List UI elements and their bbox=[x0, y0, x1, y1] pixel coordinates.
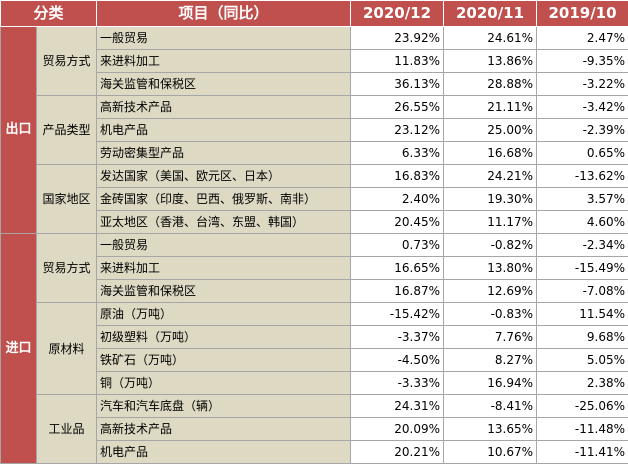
value-2020-11: 24.21% bbox=[444, 165, 537, 188]
row-item: 亚太地区（香港、台湾、东盟、韩国） bbox=[97, 211, 351, 234]
value-2020-12: 24.31% bbox=[351, 395, 444, 418]
value-2020-12: 36.13% bbox=[351, 73, 444, 96]
value-2020-12: 16.65% bbox=[351, 257, 444, 280]
header-col-2020-12: 2020/12 bbox=[351, 1, 444, 27]
value-2020-11: -0.83% bbox=[444, 303, 537, 326]
row-item: 汽车和汽车底盘（辆） bbox=[97, 395, 351, 418]
value-2020-11: 13.80% bbox=[444, 257, 537, 280]
group-label: 原材料 bbox=[37, 303, 97, 395]
value-2020-12: 2.40% bbox=[351, 188, 444, 211]
row-item: 海关监管和保税区 bbox=[97, 280, 351, 303]
value-2020-11: -0.82% bbox=[444, 234, 537, 257]
import-label: 进口 bbox=[1, 234, 37, 464]
row-item: 来进料加工 bbox=[97, 257, 351, 280]
value-2020-12: 20.45% bbox=[351, 211, 444, 234]
row-item: 机电产品 bbox=[97, 441, 351, 464]
value-2020-12: 11.83% bbox=[351, 50, 444, 73]
header-item: 项目（同比） bbox=[97, 1, 351, 27]
row-item: 来进料加工 bbox=[97, 50, 351, 73]
header-row: 分类 项目（同比） 2020/12 2020/11 2019/10 bbox=[1, 1, 628, 27]
row-item: 铜（万吨） bbox=[97, 372, 351, 395]
value-2019-10: -3.22% bbox=[537, 73, 628, 96]
value-2020-12: 23.12% bbox=[351, 119, 444, 142]
group-label: 产品类型 bbox=[37, 96, 97, 165]
row-item: 劳动密集型产品 bbox=[97, 142, 351, 165]
table-row: 原材料 原油（万吨） -15.42% -0.83% 11.54% bbox=[1, 303, 628, 326]
table-row: 工业品 汽车和汽车底盘（辆） 24.31% -8.41% -25.06% bbox=[1, 395, 628, 418]
row-item: 机电产品 bbox=[97, 119, 351, 142]
value-2020-11: 25.00% bbox=[444, 119, 537, 142]
value-2019-10: -11.41% bbox=[537, 441, 628, 464]
row-item: 发达国家（美国、欧元区、日本） bbox=[97, 165, 351, 188]
value-2020-11: 21.11% bbox=[444, 96, 537, 119]
value-2019-10: -15.49% bbox=[537, 257, 628, 280]
value-2020-11: 12.69% bbox=[444, 280, 537, 303]
value-2020-12: -3.37% bbox=[351, 326, 444, 349]
header-col-2020-11: 2020/11 bbox=[444, 1, 537, 27]
row-item: 高新技术产品 bbox=[97, 96, 351, 119]
export-label: 出口 bbox=[1, 27, 37, 234]
header-category: 分类 bbox=[1, 1, 97, 27]
row-item: 铁矿石（万吨） bbox=[97, 349, 351, 372]
value-2020-11: 16.68% bbox=[444, 142, 537, 165]
value-2020-11: 16.94% bbox=[444, 372, 537, 395]
value-2020-12: -3.33% bbox=[351, 372, 444, 395]
row-item: 一般贸易 bbox=[97, 234, 351, 257]
value-2020-11: 13.86% bbox=[444, 50, 537, 73]
value-2020-11: 24.61% bbox=[444, 27, 537, 50]
row-item: 金砖国家（印度、巴西、俄罗斯、南非） bbox=[97, 188, 351, 211]
value-2020-12: 6.33% bbox=[351, 142, 444, 165]
value-2019-10: -25.06% bbox=[537, 395, 628, 418]
group-label: 贸易方式 bbox=[37, 234, 97, 303]
row-item: 海关监管和保税区 bbox=[97, 73, 351, 96]
row-item: 一般贸易 bbox=[97, 27, 351, 50]
table-row: 出口 贸易方式 一般贸易 23.92% 24.61% 2.47% bbox=[1, 27, 628, 50]
group-label: 国家地区 bbox=[37, 165, 97, 234]
value-2019-10: -9.35% bbox=[537, 50, 628, 73]
value-2019-10: 2.47% bbox=[537, 27, 628, 50]
value-2020-12: 20.21% bbox=[351, 441, 444, 464]
value-2019-10: -3.42% bbox=[537, 96, 628, 119]
value-2019-10: 2.38% bbox=[537, 372, 628, 395]
value-2019-10: 5.05% bbox=[537, 349, 628, 372]
value-2019-10: -2.34% bbox=[537, 234, 628, 257]
value-2019-10: -11.48% bbox=[537, 418, 628, 441]
value-2020-12: 20.09% bbox=[351, 418, 444, 441]
table-row: 进口 贸易方式 一般贸易 0.73% -0.82% -2.34% bbox=[1, 234, 628, 257]
value-2020-12: 16.87% bbox=[351, 280, 444, 303]
value-2020-12: 23.92% bbox=[351, 27, 444, 50]
header-col-2019-10: 2019/10 bbox=[537, 1, 628, 27]
value-2020-12: 26.55% bbox=[351, 96, 444, 119]
value-2020-12: 0.73% bbox=[351, 234, 444, 257]
row-item: 原油（万吨） bbox=[97, 303, 351, 326]
group-label: 贸易方式 bbox=[37, 27, 97, 96]
value-2019-10: 11.54% bbox=[537, 303, 628, 326]
value-2019-10: 9.68% bbox=[537, 326, 628, 349]
table-row: 国家地区 发达国家（美国、欧元区、日本） 16.83% 24.21% -13.6… bbox=[1, 165, 628, 188]
value-2020-11: 7.76% bbox=[444, 326, 537, 349]
row-item: 高新技术产品 bbox=[97, 418, 351, 441]
table-row: 产品类型 高新技术产品 26.55% 21.11% -3.42% bbox=[1, 96, 628, 119]
value-2020-12: 16.83% bbox=[351, 165, 444, 188]
value-2019-10: -2.39% bbox=[537, 119, 628, 142]
value-2019-10: 4.60% bbox=[537, 211, 628, 234]
value-2019-10: 3.57% bbox=[537, 188, 628, 211]
value-2020-11: 13.65% bbox=[444, 418, 537, 441]
value-2020-11: -8.41% bbox=[444, 395, 537, 418]
value-2020-12: -15.42% bbox=[351, 303, 444, 326]
value-2020-12: -4.50% bbox=[351, 349, 444, 372]
value-2020-11: 19.30% bbox=[444, 188, 537, 211]
value-2020-11: 28.88% bbox=[444, 73, 537, 96]
value-2019-10: -7.08% bbox=[537, 280, 628, 303]
value-2020-11: 11.17% bbox=[444, 211, 537, 234]
value-2020-11: 8.27% bbox=[444, 349, 537, 372]
value-2020-11: 10.67% bbox=[444, 441, 537, 464]
row-item: 初级塑料（万吨） bbox=[97, 326, 351, 349]
group-label: 工业品 bbox=[37, 395, 97, 464]
value-2019-10: 0.65% bbox=[537, 142, 628, 165]
value-2019-10: -13.62% bbox=[537, 165, 628, 188]
